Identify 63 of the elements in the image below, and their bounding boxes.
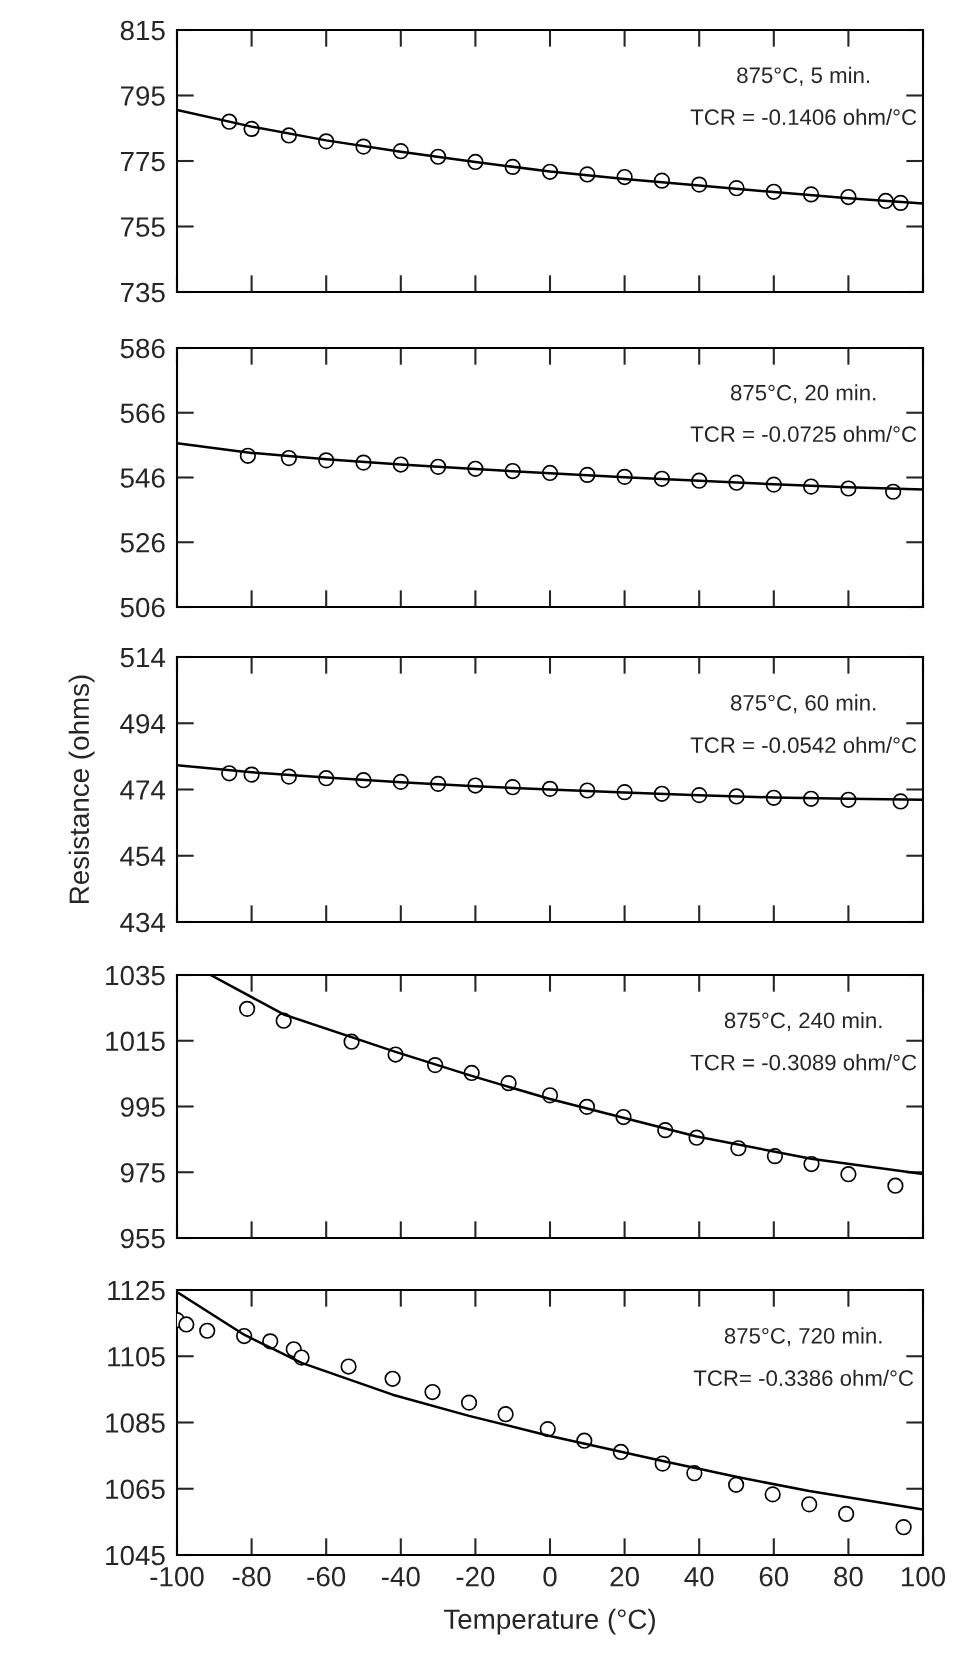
x-tick-label: 100	[901, 1566, 946, 1587]
y-tick-label: 955	[120, 1228, 165, 1249]
point	[460, 1394, 478, 1411]
point	[728, 1476, 745, 1493]
x-tick-label: 0	[543, 1566, 557, 1587]
y-tick-label: 1015	[106, 1031, 165, 1052]
annotation: TCR = -0.1406 ohm/°C	[690, 108, 917, 126]
x-tick-label: 40	[684, 1566, 714, 1587]
point	[764, 1486, 781, 1503]
x-tick-label: 20	[610, 1566, 639, 1587]
annotation: 875°C, 5 min.	[737, 66, 870, 86]
annotation: 875°C, 60 min.	[730, 694, 876, 714]
y-tick-label: 775	[120, 151, 165, 172]
y-tick-label: 1105	[108, 1346, 165, 1367]
y-tick-label: 1045	[106, 1545, 165, 1566]
y-tick-label: 546	[120, 468, 165, 488]
x-axis-title: Temperature (°C)	[443, 1608, 655, 1635]
y-tick-label: 434	[120, 912, 166, 933]
x-tick-label: -60	[307, 1566, 346, 1587]
point	[239, 1000, 256, 1017]
y-tick-label: 586	[120, 338, 165, 359]
y-tick-label: 454	[120, 846, 166, 867]
y-tick-label: 1035	[106, 965, 165, 986]
y-tick-label: 795	[120, 86, 165, 106]
point	[340, 1358, 357, 1375]
point	[497, 1406, 514, 1423]
x-tick-label: -20	[456, 1566, 495, 1587]
point	[887, 1177, 904, 1194]
y-tick-label: 566	[120, 403, 165, 424]
y-tick-label: 1065	[106, 1479, 165, 1500]
annotation: TCR= -0.3386 ohm/°C	[693, 1369, 914, 1387]
y-axis-title: Resistance (ohms)	[68, 675, 95, 903]
y-tick-label: 514	[120, 647, 166, 668]
y-tick-label: 506	[120, 597, 165, 618]
y-tick-label: 474	[120, 780, 166, 800]
annotation: 875°C, 20 min.	[730, 384, 876, 404]
y-tick-label: 526	[120, 532, 165, 553]
y-tick-label: 735	[120, 282, 165, 303]
x-tick-label: -80	[232, 1566, 271, 1587]
x-tick-label: -40	[381, 1566, 420, 1587]
y-tick-label: 755	[120, 217, 165, 237]
y-tick-label: 494	[120, 713, 166, 734]
annotation: 875°C, 240 min.	[724, 1011, 882, 1031]
point	[801, 1496, 818, 1513]
annotation: 875°C, 720 min.	[724, 1327, 882, 1347]
point	[838, 1505, 855, 1523]
point	[178, 1316, 195, 1333]
y-tick-label: 975	[120, 1162, 165, 1183]
y-tick-label: 1085	[106, 1413, 165, 1433]
point	[424, 1383, 441, 1401]
y-tick-label: 1125	[108, 1280, 165, 1301]
point	[840, 1166, 857, 1183]
y-tick-label: 995	[120, 1097, 165, 1117]
annotation: TCR = -0.0542 ohm/°C	[690, 736, 917, 754]
annotation: TCR = -0.3089 ohm/°C	[690, 1054, 917, 1071]
point	[199, 1322, 216, 1339]
point	[895, 1519, 912, 1536]
y-tick-label: 815	[120, 20, 165, 41]
x-tick-label: 80	[834, 1566, 863, 1587]
point	[384, 1370, 401, 1387]
annotation: TCR = -0.0725 ohm/°C	[690, 425, 917, 443]
x-tick-label: 60	[759, 1566, 789, 1587]
x-tick-label: -100	[150, 1566, 204, 1587]
